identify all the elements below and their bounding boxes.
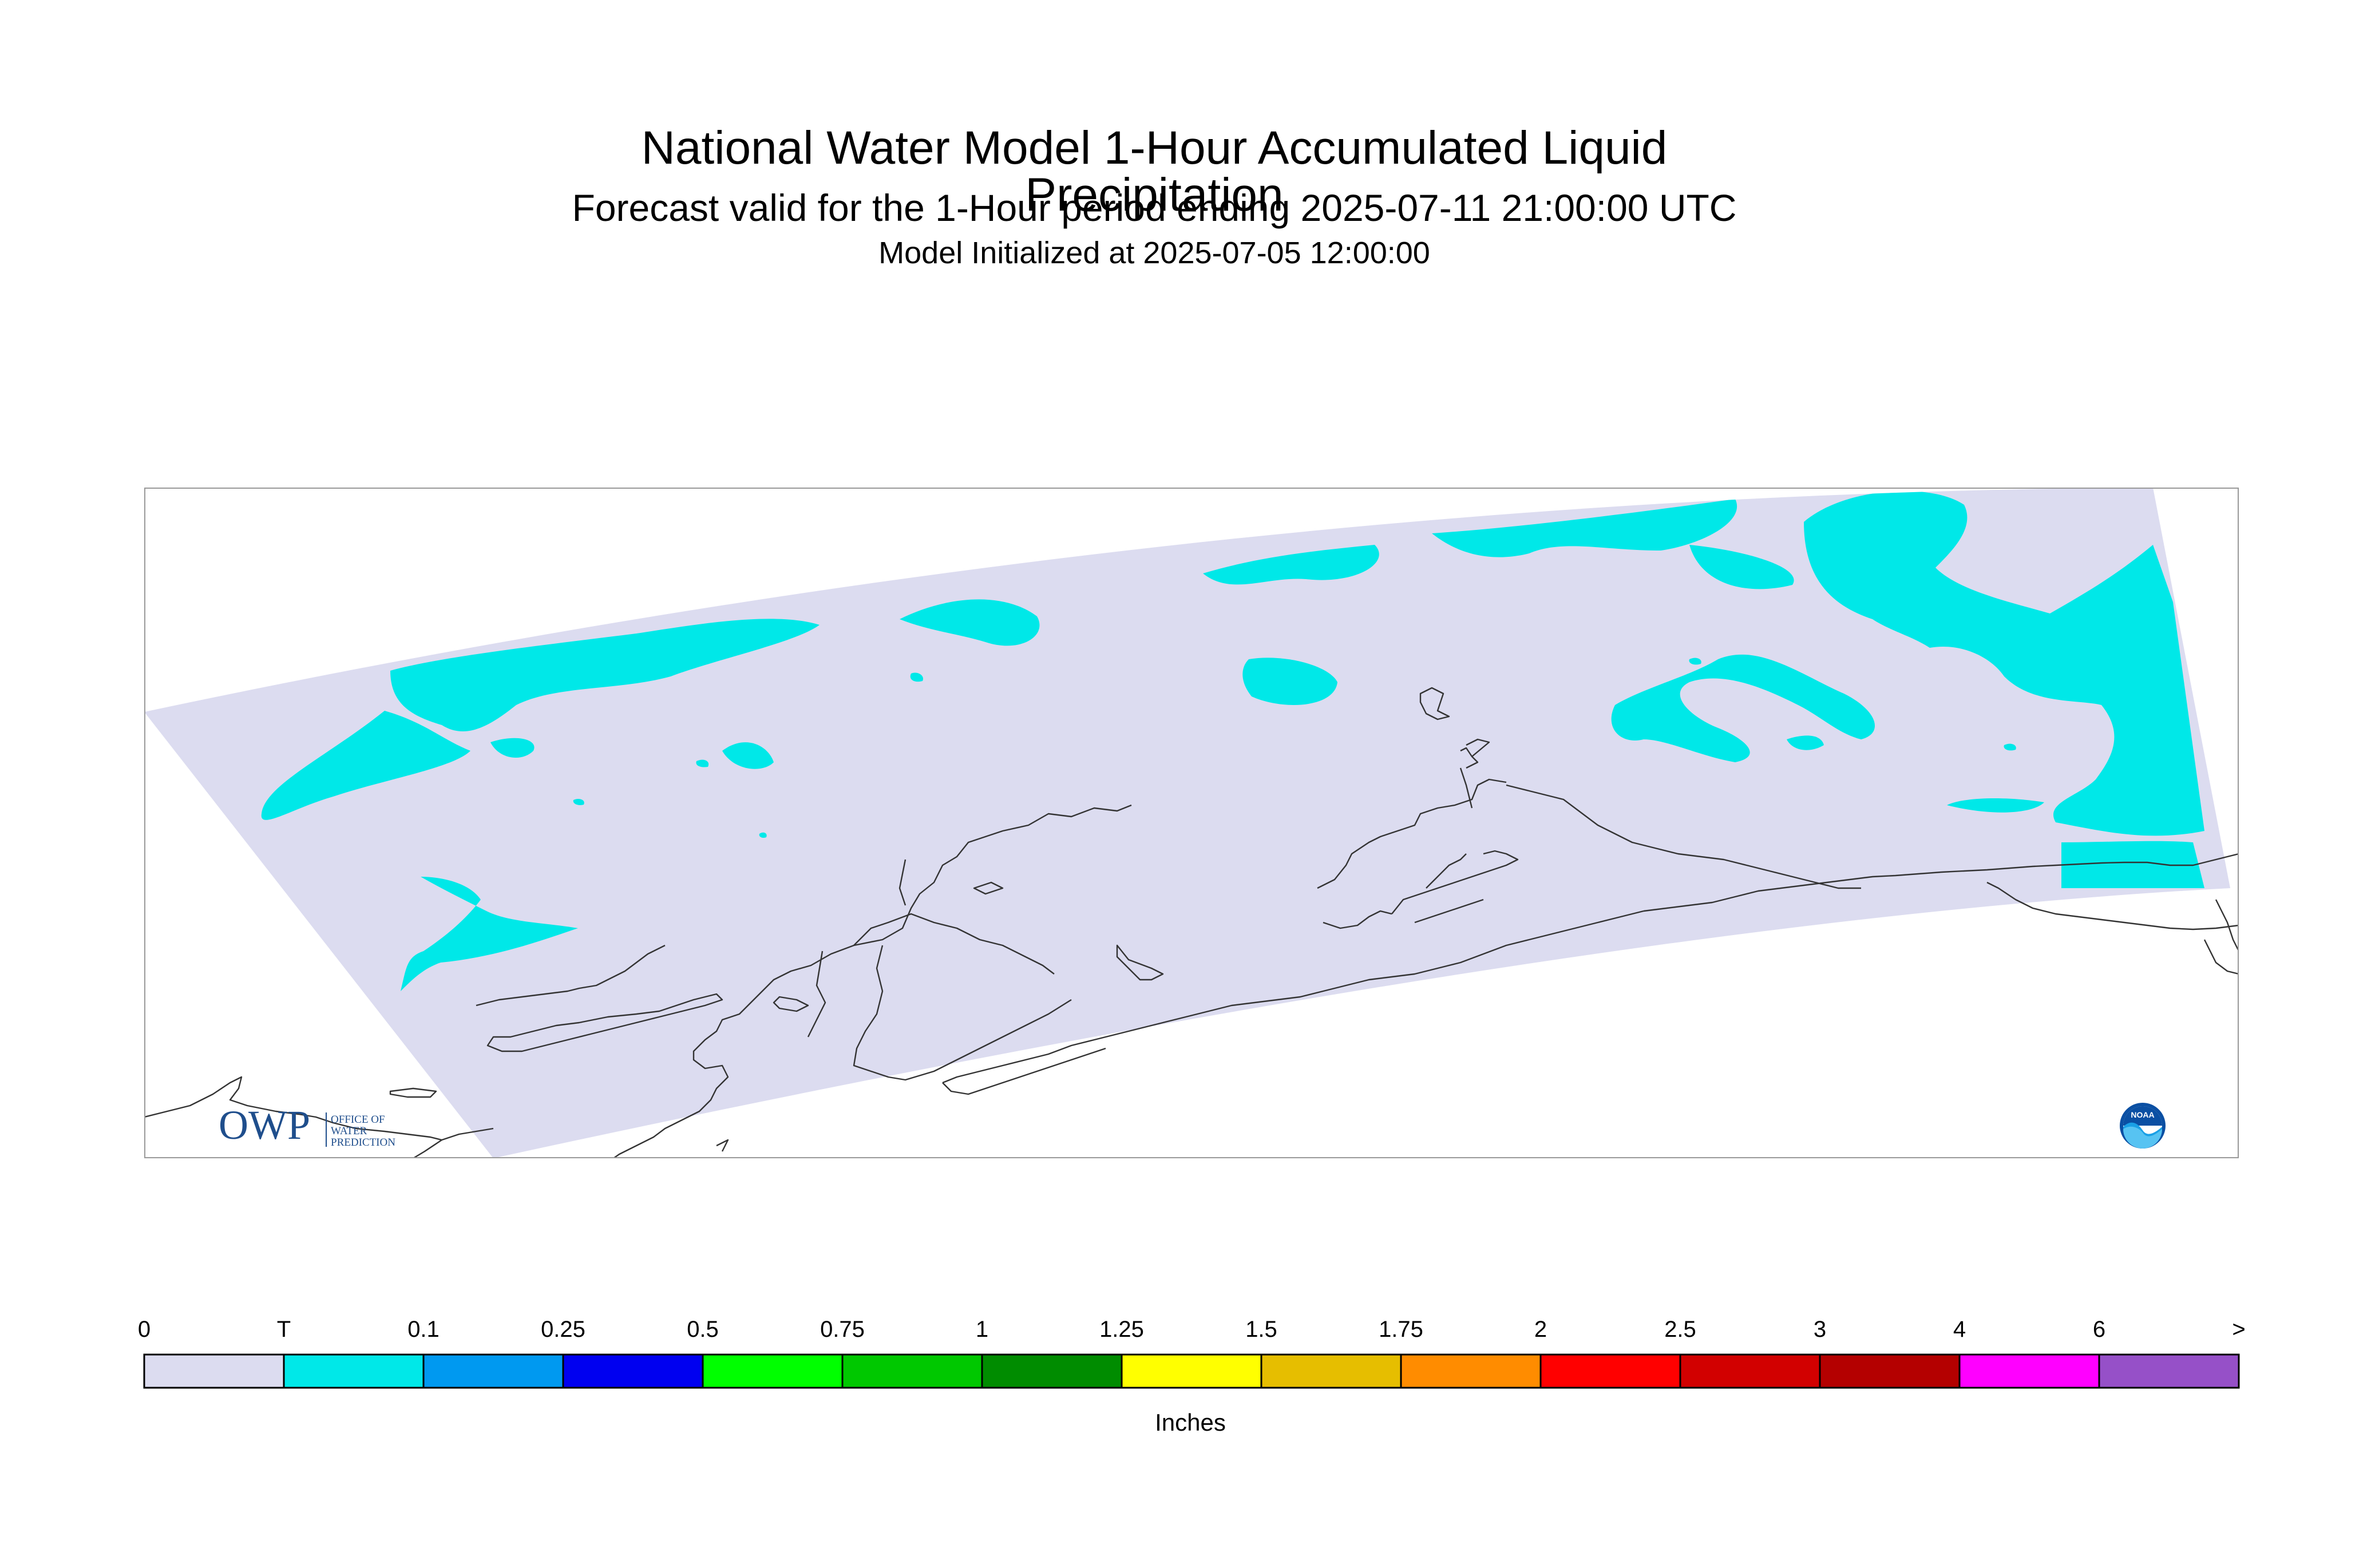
legend-box-3 bbox=[562, 1353, 704, 1389]
legend-box-0 bbox=[143, 1353, 285, 1389]
map-frame bbox=[144, 488, 2239, 1158]
noaa-logo: NOAA bbox=[2120, 1103, 2166, 1149]
legend-box-7 bbox=[1121, 1353, 1262, 1389]
legend-tick-label: 1.25 bbox=[1099, 1317, 1144, 1342]
legend-tick-label: 0 bbox=[138, 1317, 151, 1342]
map-title: National Water Model 1-Hour Accumulated … bbox=[641, 122, 1668, 221]
owp-logo-line-3: PREDICTION bbox=[331, 1137, 395, 1149]
legend-box-10 bbox=[1539, 1353, 1681, 1389]
legend-tick-label: 0.75 bbox=[820, 1317, 865, 1342]
legend-tick-label: 6 bbox=[2093, 1317, 2105, 1342]
legend-tick-label: 1.75 bbox=[1379, 1317, 1423, 1342]
legend-units-label: Inches bbox=[1155, 1409, 1226, 1436]
legend-box-14 bbox=[2098, 1353, 2240, 1389]
precipitation-map: OWP OFFICE OF WATER PREDICTION NOAA bbox=[144, 488, 2239, 1158]
legend-tick-label: 1 bbox=[976, 1317, 988, 1342]
legend-tick-label: 0.25 bbox=[541, 1317, 585, 1342]
legend-box-2 bbox=[422, 1353, 564, 1389]
trace-precip-areas bbox=[261, 491, 2204, 991]
noaa-logo-text: NOAA bbox=[2131, 1110, 2154, 1119]
owp-logo-line-2: WATER bbox=[331, 1125, 367, 1137]
model-init-subtitle: Model Initialized at 2025-07-05 12:00:00 bbox=[878, 236, 1430, 270]
legend-tick-label: T bbox=[277, 1317, 291, 1342]
legend-tick-label: > bbox=[2232, 1317, 2245, 1342]
legend-box-4 bbox=[702, 1353, 844, 1389]
owp-logo: OWP OFFICE OF WATER PREDICTION bbox=[219, 1102, 395, 1149]
legend-tick-label: 2.5 bbox=[1664, 1317, 1696, 1342]
owp-logo-line-1: OFFICE OF bbox=[331, 1114, 385, 1126]
forecast-valid-subtitle: Forecast valid for the 1-Hour period end… bbox=[572, 187, 1737, 229]
legend-box-6 bbox=[981, 1353, 1123, 1389]
legend-tick-labels: 0 T 0.1 0.25 0.5 0.75 1 1.25 1.5 1.75 2 2.5 3 4 6 > bbox=[138, 1317, 2246, 1342]
owp-logo-mark: OWP bbox=[219, 1102, 310, 1148]
legend-box-5 bbox=[841, 1353, 983, 1389]
legend-tick-label: 4 bbox=[1953, 1317, 1966, 1342]
legend-tick-label: 0.1 bbox=[407, 1317, 440, 1342]
legend-tick-label: 3 bbox=[1814, 1317, 1826, 1342]
legend-tick-label: 2 bbox=[1534, 1317, 1547, 1342]
legend-box-12 bbox=[1819, 1353, 1961, 1389]
legend-box-1 bbox=[283, 1353, 425, 1389]
legend-tick-label: 1.5 bbox=[1245, 1317, 1277, 1342]
legend-box-9 bbox=[1400, 1353, 1542, 1389]
legend-box-11 bbox=[1679, 1353, 1821, 1389]
legend-tick-label: 0.5 bbox=[687, 1317, 719, 1342]
legend-box-8 bbox=[1260, 1353, 1402, 1389]
coastlines bbox=[144, 687, 2239, 1158]
legend-box-13 bbox=[1958, 1353, 2100, 1389]
legend-color-boxes bbox=[143, 1353, 2240, 1389]
